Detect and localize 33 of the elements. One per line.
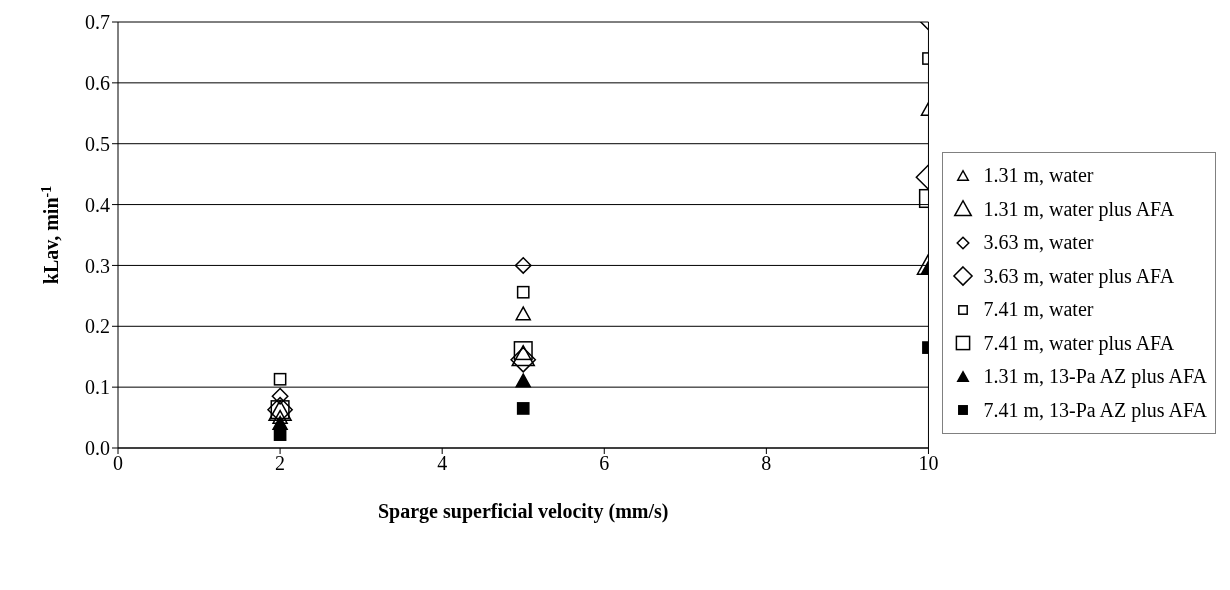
legend-label: 7.41 m, water plus AFA (983, 331, 1175, 355)
point (516, 285, 530, 299)
x-axis-title: Sparge superficial velocity (mm/s) (377, 500, 669, 523)
point (271, 387, 289, 405)
legend-label: 7.41 m, 13-Pa AZ plus AFA (983, 398, 1207, 422)
y-tick-label: 0.7 (85, 11, 110, 34)
point (514, 256, 532, 274)
x-tick-label: 6 (599, 452, 610, 475)
point (515, 306, 531, 321)
y-tick-label: 0.3 (85, 254, 110, 277)
point (516, 402, 530, 415)
x-tick-label: 0 (113, 452, 123, 475)
y-tick-label: 0.2 (85, 315, 110, 338)
x-tick-label: 8 (761, 452, 772, 475)
legend-label: 3.63 m, water (983, 231, 1094, 255)
legend-label: 7.41 m, water (983, 298, 1094, 322)
point (511, 344, 535, 367)
y-tick-label: 0.6 (85, 71, 110, 94)
y-tick-label: 0.0 (85, 437, 110, 460)
y-tick-label: 0.4 (85, 193, 110, 216)
point (273, 372, 287, 386)
legend-label: 1.31 m, 13-Pa AZ plus AFA (983, 365, 1207, 389)
y-tick-label: 0.1 (85, 376, 110, 399)
x-tick-label: 2 (275, 452, 286, 475)
point (515, 373, 531, 388)
point (510, 346, 537, 373)
legend-label: 1.31 m, water plus AFA (983, 197, 1175, 221)
y-tick-label: 0.5 (85, 132, 110, 155)
legend-label: 1.31 m, water (983, 164, 1094, 188)
x-tick-label: 10 (918, 452, 939, 475)
legend-label: 3.63 m, water plus AFA (983, 264, 1175, 288)
point (273, 428, 287, 441)
x-tick-label: 4 (437, 452, 448, 475)
